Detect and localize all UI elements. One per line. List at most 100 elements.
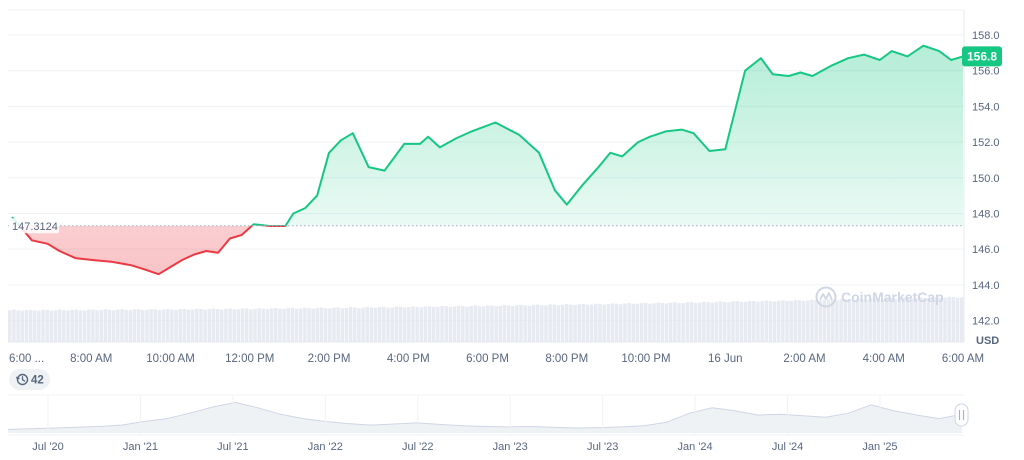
volume-bar <box>718 301 723 342</box>
volume-bar <box>481 306 486 342</box>
volume-bar <box>560 304 565 342</box>
navigator-handle[interactable] <box>954 403 969 427</box>
volume-bar <box>219 309 224 342</box>
volume-bar <box>224 308 228 342</box>
volume-bar <box>323 308 328 342</box>
volume-bar <box>826 299 831 342</box>
volume-bar <box>53 310 58 342</box>
volume-bar <box>82 310 87 342</box>
volume-bar <box>619 304 623 342</box>
volume-bar <box>880 299 885 342</box>
volume-bar <box>781 300 785 342</box>
volume-bar <box>606 304 611 342</box>
volume-bar <box>835 300 839 342</box>
volume-bar <box>806 300 810 342</box>
volume-bar <box>78 310 83 342</box>
volume-bar <box>95 310 99 342</box>
volume-bar <box>290 307 295 342</box>
volume-bar <box>689 302 694 342</box>
volume-bar <box>141 310 145 342</box>
currency-label: USD <box>976 335 999 347</box>
volume-bar <box>722 302 727 342</box>
volume-bar <box>190 309 195 342</box>
volume-bar <box>959 297 964 342</box>
current-price-badge: 156.8 <box>962 46 1002 67</box>
volume-bar <box>639 302 644 342</box>
volume-bar <box>793 300 798 342</box>
volume-bar <box>731 301 735 342</box>
y-tick-label: 158.0 <box>972 30 1000 42</box>
coinmarketcap-watermark: CoinMarketCap <box>815 286 944 308</box>
volume-bar <box>228 308 232 342</box>
volume-bar <box>199 309 203 342</box>
volume-bar <box>257 308 261 342</box>
x-tick-label: 6:00 PM <box>466 353 509 365</box>
volume-bar <box>28 309 33 342</box>
volume-bar <box>348 307 353 342</box>
volume-bar <box>810 299 814 342</box>
volume-bar <box>253 308 257 342</box>
volume-bar <box>186 309 191 342</box>
volume-bar <box>411 306 415 342</box>
volume-bar <box>415 306 419 342</box>
history-clock-icon <box>16 373 29 386</box>
volume-bar <box>240 308 245 342</box>
volume-bar <box>16 310 20 342</box>
volume-bar <box>461 306 465 342</box>
volume-bar <box>710 302 715 342</box>
volume-bar <box>668 302 673 342</box>
volume-bar <box>116 309 120 342</box>
volume-bar <box>614 303 619 342</box>
volume-bar <box>111 310 116 342</box>
navigator-x-tick-label: Jan '23 <box>493 441 528 453</box>
volume-bar <box>909 298 914 342</box>
volume-bar <box>502 305 507 342</box>
volume-bar <box>174 309 178 342</box>
navigator-area-fill <box>8 402 962 433</box>
x-tick-label: 10:00 PM <box>621 353 670 365</box>
volume-bar <box>764 300 769 342</box>
volume-bar <box>473 305 478 342</box>
volume-bar <box>444 306 448 342</box>
volume-bar <box>211 308 216 342</box>
price-line-up <box>11 44 964 226</box>
volume-bar <box>431 306 436 342</box>
x-tick-label: 8:00 AM <box>70 353 112 365</box>
volume-bar <box>24 309 29 342</box>
current-price-value: 156.8 <box>967 49 997 63</box>
volume-bar <box>232 309 237 342</box>
x-tick-label: 2:00 PM <box>308 353 351 365</box>
volume-bar <box>818 300 823 342</box>
volume-bar <box>868 298 872 342</box>
volume-bar <box>386 307 390 342</box>
volume-bars <box>8 296 964 342</box>
y-tick-label: 156.0 <box>972 66 1000 78</box>
volume-bar <box>747 300 752 342</box>
volume-bar <box>436 306 440 342</box>
volume-bar <box>693 302 698 342</box>
volume-bar <box>286 307 291 342</box>
volume-bar <box>523 305 527 342</box>
volume-bar <box>195 308 199 342</box>
navigator-x-tick-label: Jan '21 <box>123 441 158 453</box>
volume-bar <box>377 307 382 342</box>
x-tick-label: 6:00 AM <box>942 353 984 365</box>
reference-price-value: 147.3124 <box>12 221 58 233</box>
price-line-down <box>18 225 287 276</box>
volume-bar <box>344 307 349 342</box>
volume-bar <box>743 301 748 342</box>
volume-bar <box>673 302 677 342</box>
volume-bar <box>261 308 266 342</box>
range-badge[interactable]: 42 <box>9 369 50 390</box>
volume-bar <box>889 298 893 342</box>
y-tick-label: 144.0 <box>972 280 1000 292</box>
volume-bar <box>99 310 103 342</box>
volume-bar <box>369 307 374 342</box>
volume-bar <box>581 303 586 342</box>
volume-bar <box>702 301 706 342</box>
volume-bar <box>390 307 394 342</box>
volume-bar <box>490 305 494 342</box>
navigator-x-tick-label: Jul '24 <box>772 441 803 453</box>
volume-bar <box>465 306 469 342</box>
volume-bar <box>934 297 939 342</box>
